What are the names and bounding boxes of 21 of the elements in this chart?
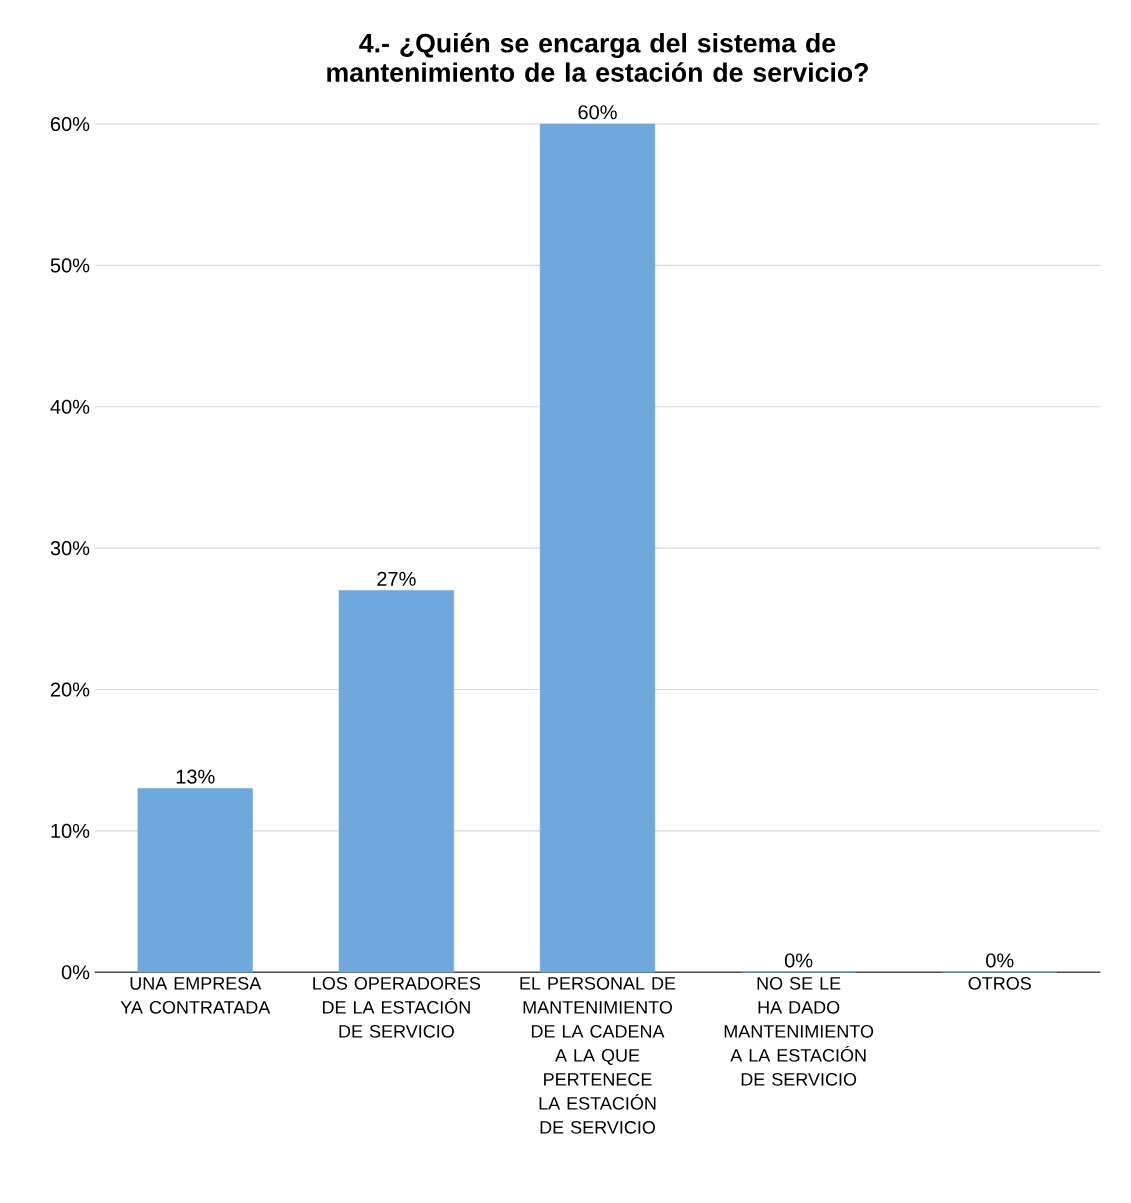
y-tick-label: 60% [50, 116, 90, 132]
y-tick-label: 50% [50, 258, 90, 273]
x-tick-label: EL PERSONAL DE MANTENIMIENTO DE LA CADENA A LA QUE PERTENECE LA ESTACIÓN DE SERVICIO [520, 976, 676, 1134]
bar [539, 123, 656, 973]
x-tick-label: NO SE LE HA DADO MANTENIMIENTO A LA ESTACIÓN DE SERVICIO [724, 976, 874, 1086]
x-tick-label: UNA EMPRESA YA CONTRATADA [120, 976, 271, 1014]
y-tick-label: 10% [51, 823, 90, 838]
y-tick-label: 30% [50, 541, 90, 556]
bar [137, 788, 253, 973]
bar [338, 590, 455, 973]
data-label: 13% [176, 769, 215, 784]
y-tick-label: 0% [61, 965, 90, 980]
y-tick-label: 20% [50, 682, 90, 697]
x-tick-label: LOS OPERADORES DE LA ESTACIÓN DE SERVICIO [313, 976, 481, 1038]
data-label: 27% [377, 571, 416, 586]
data-label: 60% [578, 105, 617, 120]
data-label: 0% [986, 953, 1014, 968]
x-tick-label: OTROS [968, 976, 1031, 990]
chart-title: 4.- ¿Quién se encarga del sistema de mantenimiento de la estación de servicio? [327, 32, 868, 82]
y-tick-label: 40% [50, 399, 90, 414]
data-label: 0% [784, 953, 813, 968]
